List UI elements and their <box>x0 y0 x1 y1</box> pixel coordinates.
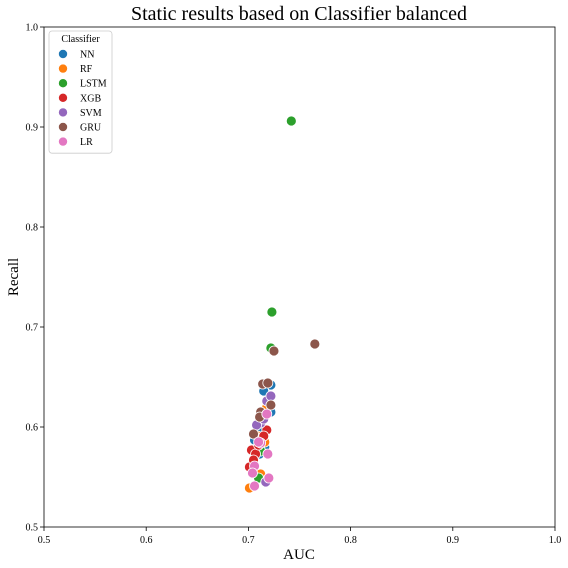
legend-marker-nn <box>58 49 68 59</box>
x-tick-label: 0.7 <box>242 535 255 546</box>
legend-label-lr: LR <box>80 137 93 148</box>
legend-marker-svm <box>58 107 68 118</box>
point-svm <box>265 390 277 402</box>
point-lr <box>253 436 265 448</box>
point-lr <box>263 472 275 484</box>
data-points <box>244 115 321 494</box>
y-axis-label: Recall <box>6 258 22 296</box>
legend-marker-gru <box>58 122 68 132</box>
y-tick-label: 0.9 <box>26 123 39 134</box>
point-lr <box>262 448 274 460</box>
point-lr <box>247 467 258 479</box>
legend-label-lstm: LSTM <box>80 79 107 90</box>
legend: Classifier NN RF LSTM XGB SVM GRU LR <box>48 30 113 154</box>
y-tick-label: 0.5 <box>26 523 39 534</box>
point-gru <box>265 399 277 411</box>
y-tick-label: 0.8 <box>26 223 39 234</box>
x-tick-label: 0.8 <box>344 535 357 546</box>
y-tick-label: 0.6 <box>26 423 39 434</box>
legend-label-xgb: XGB <box>80 93 101 104</box>
point-lr <box>249 480 260 492</box>
point-gru <box>248 428 259 440</box>
legend-label-nn: NN <box>80 50 94 61</box>
x-tick-label: 1.0 <box>549 535 562 546</box>
x-tick-label: 0.5 <box>38 535 51 546</box>
plot-frame <box>43 26 556 528</box>
legend-marker-lstm <box>58 78 68 88</box>
x-tick-label: 0.9 <box>447 535 460 546</box>
x-axis-label: AUC <box>283 547 315 563</box>
point-lstm <box>285 115 297 127</box>
point-lstm <box>266 306 278 318</box>
point-gru <box>262 377 274 389</box>
x-tick-label: 0.6 <box>140 535 153 546</box>
legend-marker-rf <box>58 63 68 74</box>
legend-marker-xgb <box>58 93 68 103</box>
legend-title: Classifier <box>61 34 100 45</box>
y-tick-label: 1.0 <box>26 23 39 34</box>
chart-title: Static results based on Classifier balan… <box>131 3 467 25</box>
axis-ticks: 0.5 0.6 0.7 0.8 0.9 1.0 0.5 0.6 0.7 0.8 0.9 1.0 <box>26 23 562 547</box>
legend-label-gru: GRU <box>80 123 102 134</box>
legend-label-rf: RF <box>80 64 93 75</box>
point-gru <box>309 338 321 350</box>
legend-label-svm: SVM <box>80 108 102 119</box>
point-lr <box>261 408 273 420</box>
y-tick-label: 0.7 <box>26 323 39 334</box>
point-gru <box>268 345 280 357</box>
legend-marker-lr <box>58 136 68 147</box>
